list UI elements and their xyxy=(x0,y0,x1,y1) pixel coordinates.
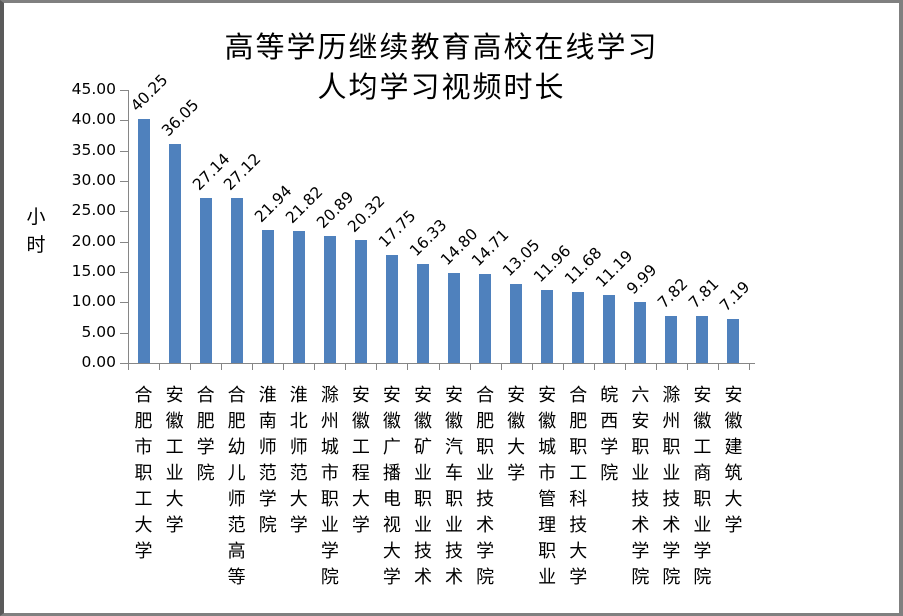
bar xyxy=(261,229,274,363)
chart-title-line-2: 人均学习视频时长 xyxy=(317,70,566,104)
y-tick-mark xyxy=(120,150,128,152)
y-tick-label: 15.00 xyxy=(71,262,116,280)
x-category-label: 合肥职业技术学院 xyxy=(476,385,495,588)
bar xyxy=(385,255,398,363)
y-tick-label: 10.00 xyxy=(71,292,116,311)
bar xyxy=(448,273,461,363)
x-tick-mark xyxy=(407,363,409,370)
x-tick-mark xyxy=(221,363,223,370)
x-category-label: 安徽大学 xyxy=(507,385,526,484)
bar xyxy=(479,273,492,363)
x-category-label: 合肥职工科技大学 xyxy=(569,385,588,588)
y-tick-label: 30.00 xyxy=(71,171,116,189)
y-tick-mark xyxy=(120,332,128,334)
x-axis xyxy=(120,363,755,364)
x-tick-mark xyxy=(562,363,564,370)
x-tick-mark xyxy=(624,363,626,370)
x-category-label: 安徽工商职业学院 xyxy=(693,385,712,588)
x-tick-mark xyxy=(190,363,192,370)
bar xyxy=(230,198,243,363)
bar xyxy=(603,295,616,363)
x-tick-mark xyxy=(593,363,595,370)
bar xyxy=(416,263,429,363)
x-tick-mark xyxy=(314,363,316,370)
y-tick-label: 45.00 xyxy=(71,80,116,98)
x-tick-mark xyxy=(531,363,533,370)
y-tick-label: 5.00 xyxy=(81,322,116,341)
x-tick-mark xyxy=(655,363,657,370)
y-tick-mark xyxy=(120,272,128,273)
y-tick-label: 35.00 xyxy=(71,140,116,159)
x-category-label: 淮北师范大学 xyxy=(289,385,308,536)
x-category-label: 淮南师范学院 xyxy=(258,385,277,536)
x-tick-mark xyxy=(469,363,471,370)
y-tick-mark xyxy=(120,181,128,182)
bar xyxy=(541,290,554,363)
y-tick-mark xyxy=(120,120,128,122)
bar xyxy=(572,292,585,363)
x-category-label: 皖西学院 xyxy=(600,385,619,484)
x-category-label: 滁州城市职业学院 xyxy=(320,385,339,588)
x-tick-mark xyxy=(376,363,378,370)
x-tick-mark xyxy=(159,363,161,370)
y-tick-label: 40.00 xyxy=(71,110,116,129)
x-category-label: 合肥学院 xyxy=(196,385,215,484)
x-category-label: 安徽工程大学 xyxy=(351,385,370,536)
x-tick-mark xyxy=(686,363,688,370)
x-category-label: 六安职业技术学院 xyxy=(631,385,650,588)
y-tick-mark xyxy=(120,302,128,304)
y-tick-mark xyxy=(120,241,128,243)
y-axis xyxy=(128,90,129,364)
y-tick-label: 25.00 xyxy=(71,201,116,220)
x-tick-mark xyxy=(252,363,254,370)
bar xyxy=(634,302,647,363)
bar xyxy=(354,239,367,363)
x-tick-mark xyxy=(749,363,750,370)
y-tick-label: 0.00 xyxy=(81,353,116,371)
x-category-label: 安徽广播电视大学 xyxy=(382,385,401,588)
bar xyxy=(665,315,678,363)
bar xyxy=(168,144,181,363)
bar xyxy=(137,118,150,363)
y-axis-label: 小时 xyxy=(26,206,46,256)
bar xyxy=(510,283,523,363)
y-tick-mark xyxy=(120,211,128,213)
x-category-label: 安徽矿业职业技术 xyxy=(413,385,432,588)
y-tick-mark xyxy=(120,363,128,364)
bar xyxy=(292,230,305,363)
x-category-label: 滁州职业技术学院 xyxy=(662,385,681,588)
x-category-label: 合肥市职工大学 xyxy=(134,385,153,562)
x-tick-mark xyxy=(717,363,719,370)
bar xyxy=(696,315,709,363)
chart-title-line-1: 高等学历继续教育高校在线学习 xyxy=(224,30,659,64)
bar xyxy=(323,236,336,363)
x-category-label: 安徽工业大学 xyxy=(165,385,184,536)
x-tick-mark xyxy=(283,363,285,370)
x-tick-mark xyxy=(500,363,502,370)
bar xyxy=(199,198,212,363)
bar xyxy=(727,319,740,363)
x-tick-mark xyxy=(345,363,347,370)
x-category-label: 合肥幼儿师范高等 xyxy=(227,385,246,588)
x-tick-mark xyxy=(128,363,129,370)
x-category-label: 安徽汽车职业技术 xyxy=(445,385,464,588)
x-category-label: 安徽建筑大学 xyxy=(724,385,743,536)
y-tick-label: 20.00 xyxy=(71,231,116,250)
y-tick-mark xyxy=(120,90,128,91)
x-category-label: 安徽城市管理职业 xyxy=(538,385,557,588)
x-tick-mark xyxy=(438,363,440,370)
